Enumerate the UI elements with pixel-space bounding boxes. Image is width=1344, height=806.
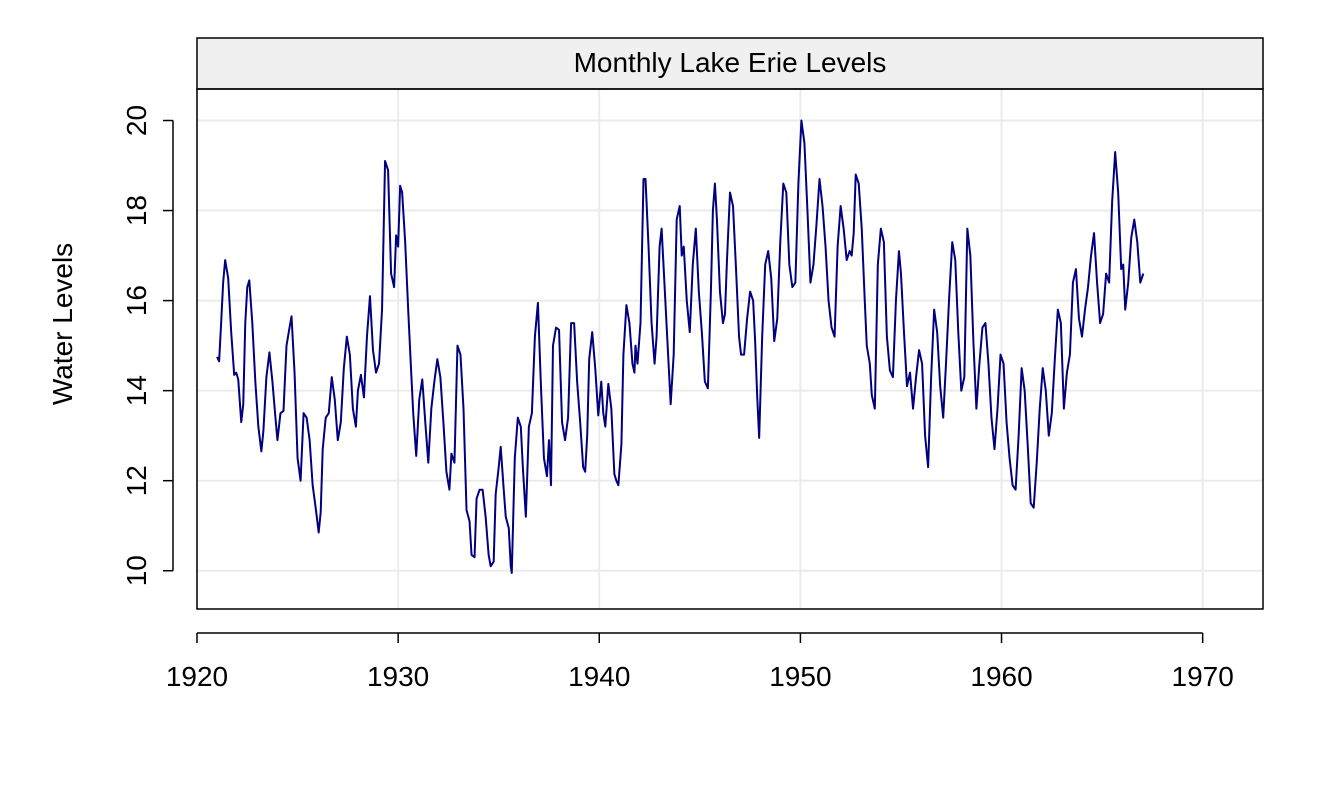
y-tick-label-20: 20 bbox=[121, 105, 152, 136]
y-axis: 10 12 14 16 18 20 bbox=[121, 105, 174, 586]
series-layer bbox=[216, 119, 1145, 574]
x-axis: 1920 1930 1940 1950 1960 1970 bbox=[166, 632, 1234, 692]
strip-background bbox=[196, 37, 1264, 90]
chart-title: Monthly Lake Erie Levels bbox=[574, 47, 887, 78]
x-tick-label-1970: 1970 bbox=[1172, 661, 1234, 692]
x-tick-label-1940: 1940 bbox=[568, 661, 630, 692]
series-line-0 bbox=[216, 119, 1145, 574]
x-tick-label-1950: 1950 bbox=[769, 661, 831, 692]
x-tick-label-1960: 1960 bbox=[970, 661, 1032, 692]
y-axis-title: Water Levels bbox=[47, 243, 78, 405]
grid bbox=[196, 89, 1263, 609]
x-tick-label-1920: 1920 bbox=[166, 661, 228, 692]
y-tick-label-10: 10 bbox=[121, 555, 152, 586]
plot-frame bbox=[196, 88, 1264, 610]
x-tick-label-1930: 1930 bbox=[367, 661, 429, 692]
y-tick-label-18: 18 bbox=[121, 195, 152, 226]
y-tick-label-14: 14 bbox=[121, 375, 152, 406]
y-tick-label-16: 16 bbox=[121, 285, 152, 316]
y-tick-label-12: 12 bbox=[121, 465, 152, 496]
